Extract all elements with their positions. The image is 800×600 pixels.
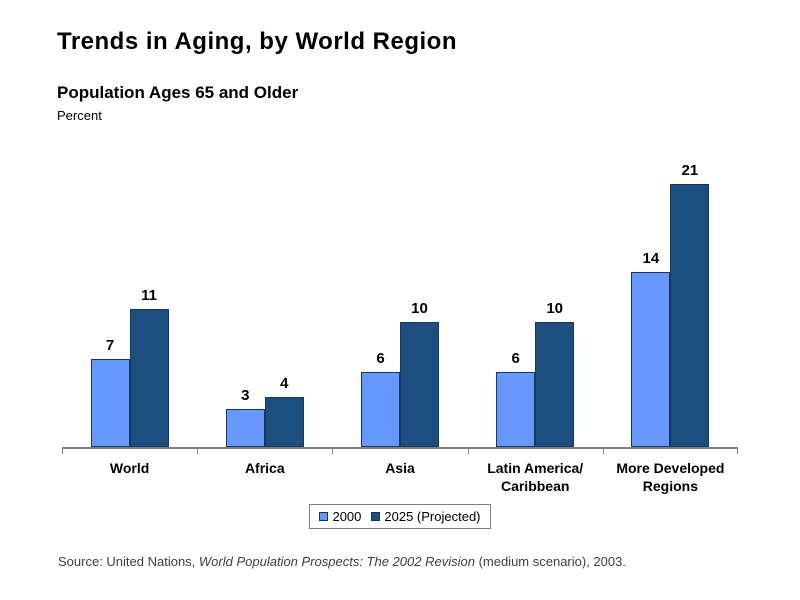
axis-tick bbox=[603, 449, 604, 454]
axis-tick bbox=[737, 449, 738, 454]
bar-value-label: 4 bbox=[280, 375, 289, 392]
legend-label-2025: 2025 (Projected) bbox=[384, 509, 481, 524]
axis-tick bbox=[332, 449, 333, 454]
bar-value-label: 6 bbox=[511, 350, 520, 367]
bar-2025-cat3 bbox=[535, 322, 575, 447]
bar-2000-cat3 bbox=[496, 372, 536, 447]
bar-value-label: 10 bbox=[411, 300, 428, 317]
axis-tick bbox=[62, 449, 63, 454]
bar-value-label: 7 bbox=[105, 337, 115, 354]
chart-title: Trends in Aging, by World Region bbox=[57, 28, 457, 55]
axis-tick bbox=[197, 449, 198, 454]
category-label: Latin America/ Caribbean bbox=[487, 460, 584, 495]
bar-2025-cat2 bbox=[400, 322, 439, 447]
bar-value-label: 3 bbox=[241, 387, 250, 404]
source-prefix: Source: United Nations, bbox=[58, 554, 199, 569]
category-label: Asia bbox=[385, 460, 415, 476]
bar-2025-cat1 bbox=[264, 397, 304, 447]
bar-2000-cat1 bbox=[225, 409, 265, 447]
bar-value-label: 6 bbox=[376, 350, 385, 367]
bar-2025-cat0 bbox=[129, 309, 169, 447]
bar-2000-cat0 bbox=[90, 359, 130, 447]
bar-value-label: 21 bbox=[681, 162, 699, 179]
bar-2025-cat4 bbox=[670, 184, 710, 447]
x-axis-line bbox=[62, 447, 738, 449]
legend: 2000 2025 (Projected) bbox=[309, 504, 491, 529]
bar-value-label: 14 bbox=[642, 250, 660, 267]
bar-value-label: 10 bbox=[546, 300, 564, 317]
category-label: Africa bbox=[244, 460, 285, 476]
bar-2000-cat4 bbox=[631, 272, 671, 447]
legend-item-2025: 2025 (Projected) bbox=[371, 509, 481, 524]
plot-area: 7 11 World 3 4 Africa 6 10 Asia 6 10 Latin America/… bbox=[62, 162, 738, 494]
legend-swatch-2000 bbox=[319, 512, 329, 521]
category-label: World bbox=[109, 460, 150, 476]
source-note: Source: United Nations, World Population… bbox=[58, 554, 626, 569]
legend-label-2000: 2000 bbox=[332, 509, 362, 524]
source-italic-title: World Population Prospects: The 2002 Rev… bbox=[198, 554, 475, 569]
source-suffix: (medium scenario), 2003. bbox=[474, 554, 626, 569]
legend-swatch-2025 bbox=[371, 512, 381, 521]
chart-subtitle: Population Ages 65 and Older bbox=[57, 83, 299, 102]
bar-2000-cat2 bbox=[361, 372, 400, 447]
legend-row: 2000 2025 (Projected) bbox=[0, 504, 800, 529]
category-label: More Developed Regions bbox=[616, 460, 725, 495]
bar-value-label: 11 bbox=[141, 287, 158, 304]
axis-unit-label: Percent bbox=[57, 108, 102, 123]
axis-tick bbox=[468, 449, 469, 454]
legend-item-2000: 2000 bbox=[319, 509, 361, 524]
